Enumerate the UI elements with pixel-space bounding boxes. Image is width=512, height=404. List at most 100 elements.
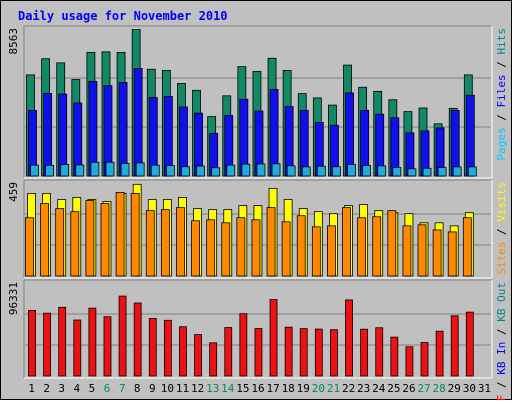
x-label-day-7: 7 — [119, 382, 126, 395]
chart-title: Daily usage for November 2010 — [18, 9, 228, 23]
x-label-day-13: 13 — [206, 382, 219, 395]
bar-sites-day-15 — [236, 217, 246, 277]
bar-sites-day-21 — [327, 225, 336, 277]
bar-pages-day-26 — [407, 168, 417, 177]
bar-sites-day-3 — [55, 208, 65, 277]
bar-kb-f-day-3 — [58, 306, 67, 377]
legend-segment: / — [495, 55, 508, 75]
bar-sites-day-9 — [145, 210, 155, 277]
bar-pages-day-6 — [105, 161, 115, 177]
panel-legend: KB F / KB In / KB Out — [495, 282, 508, 400]
legend-segment: / — [495, 222, 508, 242]
bar-sites-day-22 — [342, 207, 351, 277]
x-label-day-8: 8 — [134, 382, 141, 395]
x-label-day-28: 28 — [433, 382, 446, 395]
legend-segment: / — [495, 108, 508, 128]
bar-kb-f-day-2 — [43, 312, 51, 377]
bar-pages-day-27 — [422, 167, 432, 177]
bar-pages-day-30 — [467, 166, 477, 177]
bar-pages-day-15 — [241, 163, 251, 177]
bar-kb-f-day-22 — [345, 299, 353, 377]
bar-sites-day-11 — [176, 207, 185, 277]
bar-files-day-19 — [299, 110, 309, 177]
bar-kb-f-day-4 — [73, 319, 82, 377]
x-label-day-26: 26 — [402, 382, 415, 395]
bar-sites-day-4 — [70, 211, 80, 277]
bar-sites-day-5 — [85, 200, 95, 277]
bar-pages-day-11 — [181, 166, 190, 177]
series-pages — [30, 161, 477, 177]
bar-kb-f-day-5 — [88, 307, 97, 377]
panel-visits-sites: 459 Sites / Visits — [7, 179, 508, 279]
x-label-day-21: 21 — [327, 382, 340, 395]
bar-pages-day-29 — [452, 166, 462, 177]
bar-kb-f-day-30 — [465, 311, 474, 377]
x-label-day-2: 2 — [43, 382, 50, 395]
bar-sites-day-2 — [40, 203, 49, 277]
x-label-day-5: 5 — [89, 382, 96, 395]
bar-sites-day-23 — [357, 217, 367, 277]
panel-legend: Sites / Visits — [495, 182, 508, 275]
bar-kb-f-day-12 — [194, 334, 202, 377]
y-max-label: 8563 — [7, 28, 20, 55]
x-label-day-18: 18 — [282, 382, 295, 395]
panel-hits-files-pages: 8563 Pages / Files / Hits — [7, 25, 508, 179]
legend-segment: Sites — [495, 242, 508, 275]
bar-sites-day-25 — [387, 210, 397, 277]
bar-pages-day-18 — [286, 165, 296, 177]
x-label-day-10: 10 — [161, 382, 174, 395]
bar-kb-f-day-8 — [133, 302, 142, 377]
bar-kb-f-day-19 — [299, 328, 308, 377]
bar-pages-day-12 — [196, 165, 205, 177]
bar-files-day-22 — [345, 92, 354, 177]
bar-kb-f-day-10 — [163, 319, 172, 377]
bar-sites-day-14 — [221, 222, 231, 277]
bar-kb-f-day-21 — [330, 329, 338, 377]
bar-sites-day-19 — [296, 215, 306, 277]
bar-kb-f-day-17 — [269, 299, 278, 377]
bar-pages-day-5 — [90, 161, 100, 177]
bar-files-day-10 — [163, 96, 173, 177]
bar-pages-day-7 — [120, 163, 130, 177]
bar-files-day-30 — [465, 94, 475, 177]
bar-kb-f-day-15 — [239, 313, 248, 377]
bar-kb-f-day-18 — [284, 326, 293, 377]
legend-segment: KB In — [495, 342, 508, 375]
legend-segment: Visits — [495, 182, 508, 222]
y-max-label: 459 — [7, 182, 20, 202]
bar-files-day-11 — [179, 106, 188, 177]
bar-sites-day-8 — [130, 193, 140, 277]
bar-sites-day-6 — [100, 203, 110, 277]
bar-pages-day-28 — [437, 167, 447, 177]
bar-kb-f-day-7 — [118, 295, 127, 377]
bar-sites-day-29 — [447, 231, 457, 277]
x-label-day-31: 31 — [478, 382, 491, 395]
bar-kb-f-day-9 — [148, 317, 157, 377]
panel-kb: 96331KB F / KB In / KB Out — [7, 279, 508, 404]
bar-kb-f-day-16 — [254, 328, 263, 377]
bar-kb-f-day-23 — [360, 328, 369, 377]
x-label-day-30: 30 — [463, 382, 476, 395]
bar-kb-f-day-6 — [103, 316, 112, 377]
x-label-day-6: 6 — [104, 382, 111, 395]
x-label-day-11: 11 — [176, 382, 189, 395]
bar-pages-day-23 — [362, 165, 372, 177]
bar-files-day-5 — [88, 80, 98, 177]
bar-pages-day-9 — [150, 164, 160, 177]
bar-sites-day-27 — [417, 224, 427, 277]
bar-pages-day-3 — [60, 164, 70, 177]
bar-pages-day-20 — [316, 165, 326, 177]
legend-segment: KB Out — [495, 282, 508, 322]
bar-pages-day-17 — [271, 163, 281, 177]
bar-files-day-3 — [58, 93, 68, 177]
bar-kb-f-day-24 — [375, 327, 384, 377]
series-files — [28, 68, 475, 177]
bar-pages-day-4 — [75, 164, 85, 177]
x-label-day-22: 22 — [342, 382, 355, 395]
bar-files-day-2 — [43, 93, 52, 177]
x-label-day-3: 3 — [58, 382, 65, 395]
bar-sites-day-12 — [191, 220, 200, 277]
